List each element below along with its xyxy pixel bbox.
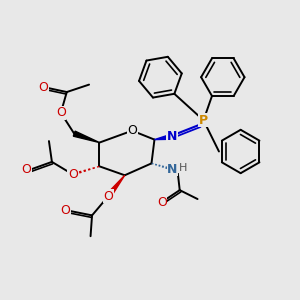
Text: N: N — [167, 163, 178, 176]
Text: O: O — [103, 190, 113, 202]
Text: O: O — [60, 204, 70, 218]
Text: O: O — [56, 106, 66, 119]
Polygon shape — [106, 175, 125, 198]
Text: H: H — [178, 163, 187, 173]
Text: O: O — [127, 124, 137, 137]
Text: O: O — [22, 163, 32, 176]
Polygon shape — [154, 134, 173, 140]
Text: O: O — [38, 81, 48, 94]
Text: O: O — [157, 196, 167, 208]
Text: N: N — [167, 130, 178, 143]
Text: O: O — [68, 168, 78, 181]
Polygon shape — [73, 131, 100, 142]
Text: P: P — [199, 114, 208, 127]
